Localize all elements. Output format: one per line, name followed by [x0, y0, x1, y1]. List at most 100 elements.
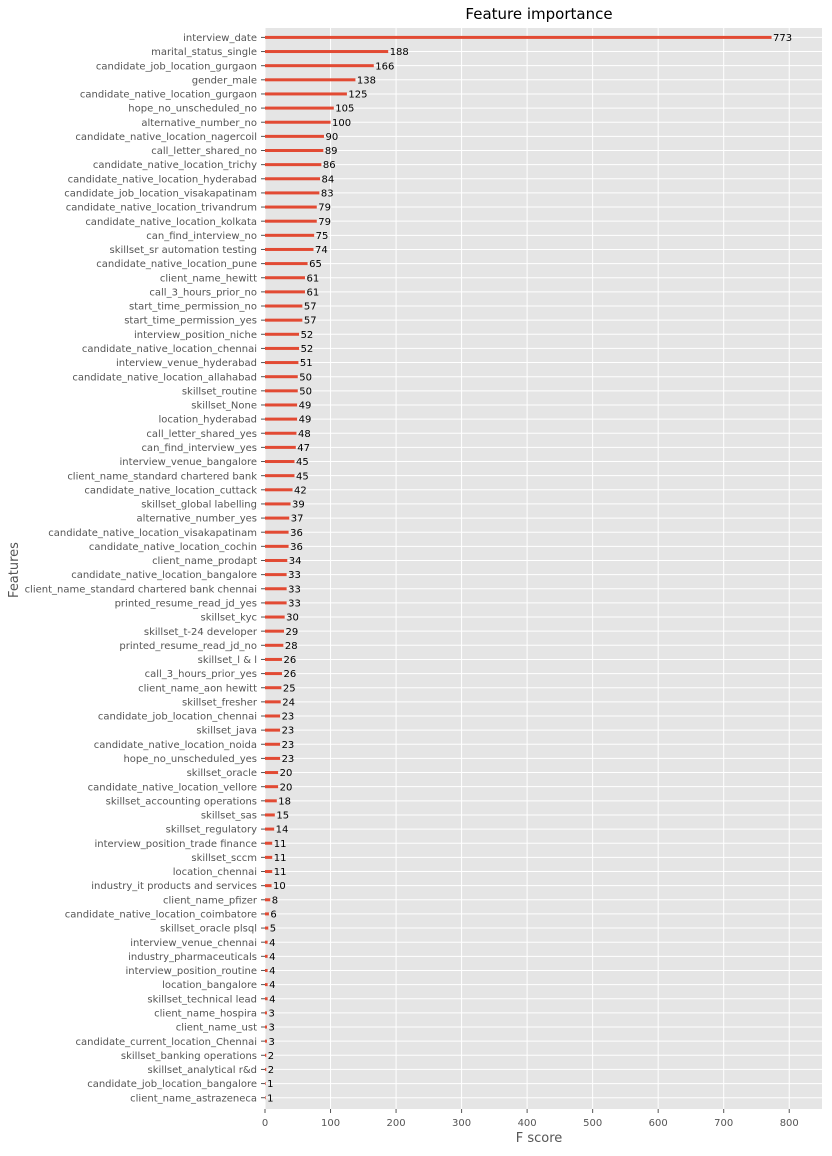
- data-label: 26: [284, 669, 297, 680]
- y-tick-label: client_name_hewitt: [160, 273, 257, 284]
- data-label: 773: [773, 33, 792, 44]
- chart-title: Feature importance: [465, 5, 612, 23]
- data-label: 25: [283, 683, 296, 694]
- bar: [265, 205, 317, 209]
- x-tick-label: 800: [780, 1118, 799, 1129]
- data-label: 4: [269, 966, 275, 977]
- y-tick-label: skillset_sr automation testing: [110, 245, 258, 256]
- y-tick-label: interview_date: [183, 33, 257, 44]
- y-tick-label: candidate_job_location_bangalore: [87, 1079, 257, 1090]
- y-tick-label: candidate_native_location_cochin: [89, 542, 257, 553]
- x-tick-labels: 0 100 200 300 400 500 600 700 800: [262, 1109, 799, 1129]
- bar: [265, 530, 289, 534]
- data-label: 39: [292, 500, 305, 511]
- bar: [265, 771, 279, 775]
- y-tick-label: interview_venue_chennai: [130, 938, 257, 949]
- y-tick-labels: interview_date marital_status_singlecandi…: [25, 33, 265, 1104]
- plot-background: [265, 28, 822, 1109]
- bar: [265, 813, 275, 817]
- bar: [265, 841, 273, 845]
- bar: [265, 912, 269, 916]
- bar: [265, 134, 324, 138]
- y-tick-label: candidate_native_location_chennai: [82, 344, 257, 355]
- data-label: 36: [290, 528, 303, 539]
- y-tick-label: skillset_technical lead: [147, 994, 257, 1005]
- data-label: 89: [325, 146, 338, 157]
- bar: [265, 304, 303, 308]
- data-label: 74: [315, 245, 328, 256]
- bar: [265, 92, 347, 96]
- y-tick-label: skillset_fresher: [182, 697, 258, 708]
- data-label: 84: [322, 174, 335, 185]
- data-label: 100: [332, 118, 351, 129]
- data-label: 61: [306, 287, 319, 298]
- bar: [265, 601, 287, 605]
- y-tick-label: interview_position_niche: [134, 330, 257, 341]
- y-tick-label: client_name_standard chartered bank chen…: [25, 584, 257, 595]
- y-tick-label: skillset_None: [191, 401, 257, 412]
- y-tick-label: gender_male: [192, 75, 257, 86]
- bar: [265, 1039, 267, 1043]
- bar: [265, 968, 268, 972]
- bar: [265, 474, 295, 478]
- y-tick-label: interview_position_trade finance: [94, 839, 257, 850]
- y-tick-label: skillset_sccm: [191, 853, 257, 864]
- y-tick-label: interview_venue_bangalore: [120, 457, 257, 468]
- data-label: 34: [289, 556, 302, 567]
- y-tick-label: location_bangalore: [162, 980, 257, 991]
- bar: [265, 318, 303, 322]
- y-axis-label: Features: [7, 542, 22, 598]
- y-tick-label: skillset_java: [196, 726, 257, 737]
- y-tick-label: candidate_native_location_pune: [96, 259, 257, 270]
- data-label: 15: [276, 811, 289, 822]
- bar: [265, 983, 268, 987]
- bar: [265, 262, 308, 266]
- bar: [265, 276, 305, 280]
- y-tick-label: skillset_sas: [201, 811, 257, 822]
- bar: [265, 573, 287, 577]
- bar: [265, 78, 356, 82]
- y-tick-label: candidate_native_location_visakapatinam: [48, 528, 257, 539]
- data-label: 2: [268, 1065, 274, 1076]
- data-label: 1: [267, 1079, 273, 1090]
- data-label: 4: [269, 938, 275, 949]
- y-tick-label: candidate_native_location_coimbatore: [65, 910, 257, 921]
- y-tick-label: client_name_pfizer: [163, 895, 258, 906]
- data-label: 57: [304, 302, 317, 313]
- y-tick-label: client_name_astrazeneca: [130, 1093, 257, 1104]
- data-label: 24: [282, 697, 295, 708]
- data-label: 61: [306, 273, 319, 284]
- y-tick-label: candidate_job_location_chennai: [98, 712, 257, 723]
- bar: [265, 417, 298, 421]
- data-label: 14: [276, 825, 289, 836]
- data-label: 3: [268, 1023, 274, 1034]
- data-label: 23: [282, 740, 295, 751]
- x-tick-label: 600: [649, 1118, 668, 1129]
- bar: [265, 672, 283, 676]
- data-label: 18: [278, 796, 291, 807]
- data-label: 33: [288, 570, 301, 581]
- bar: [265, 431, 297, 435]
- bar: [265, 1011, 267, 1015]
- data-label: 29: [286, 627, 299, 638]
- data-label: 47: [297, 443, 310, 454]
- bar: [265, 629, 285, 633]
- bar: [265, 1082, 266, 1086]
- y-tick-label: skillset_regulatory: [166, 825, 257, 836]
- data-label: 86: [323, 160, 336, 171]
- x-tick-label: 200: [387, 1118, 406, 1129]
- bar: [265, 700, 281, 704]
- data-label: 79: [318, 203, 331, 214]
- bar: [265, 233, 315, 237]
- bar: [265, 799, 277, 803]
- bar: [265, 247, 314, 251]
- bar: [265, 163, 322, 167]
- bar: [265, 827, 275, 831]
- bar: [265, 389, 298, 393]
- bar: [265, 785, 279, 789]
- data-label: 2: [268, 1051, 274, 1062]
- y-tick-label: candidate_job_location_gurgaon: [96, 61, 257, 72]
- bar: [265, 558, 288, 562]
- bar: [265, 375, 298, 379]
- y-tick-label: skillset_l & l: [198, 655, 257, 666]
